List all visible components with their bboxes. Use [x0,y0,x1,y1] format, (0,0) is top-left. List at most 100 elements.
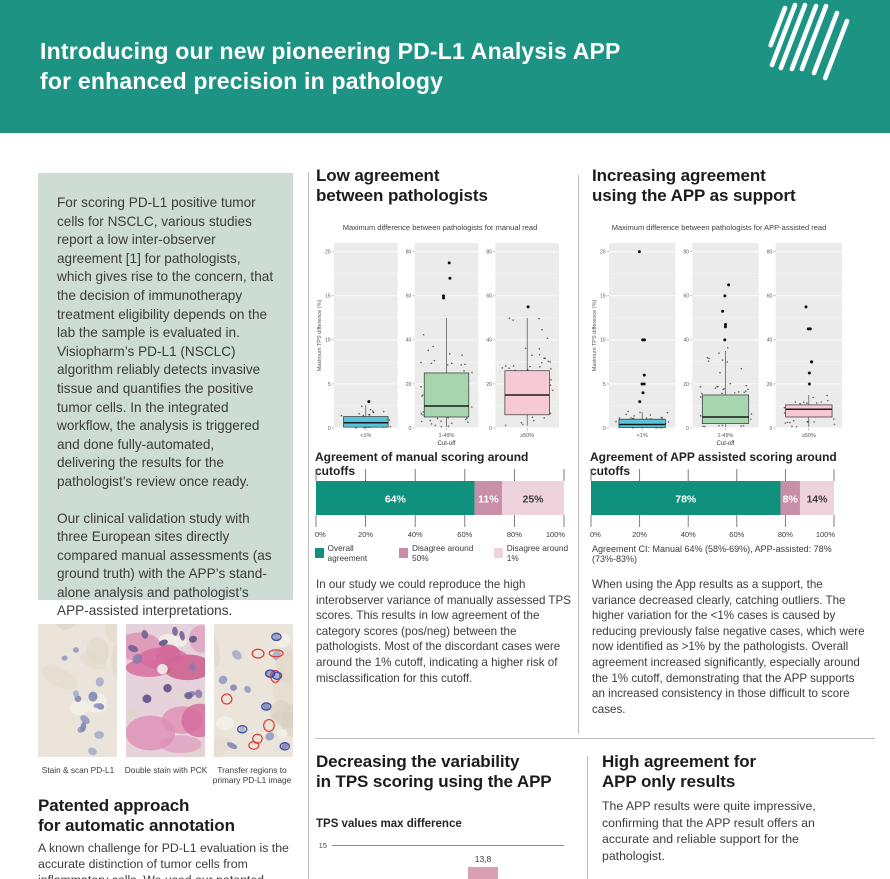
svg-text:80: 80 [767,250,773,256]
svg-text:60%: 60% [729,530,744,539]
svg-text:15: 15 [319,841,327,850]
patented-approach-heading: Patented approach for automatic annotati… [38,796,235,835]
svg-text:40: 40 [486,338,492,344]
svg-text:78%: 78% [675,494,697,506]
svg-text:20%: 20% [632,530,647,539]
svg-text:Cut-off: Cut-off [438,441,456,445]
divider-left-column [308,172,309,879]
svg-text:80%: 80% [507,530,522,539]
thumb-caption-1: Stain & scan PD-L1 [41,765,115,775]
svg-text:0: 0 [489,426,492,432]
tps-chart-title: TPS values max difference [316,818,462,830]
svg-text:40: 40 [767,338,773,344]
svg-text:0: 0 [686,426,689,432]
svg-text:40: 40 [683,338,689,344]
variability-section-heading: Decreasing the variability in TPS scorin… [316,752,552,791]
svg-text:60: 60 [486,294,492,300]
svg-text:Maximum TPS difference (%): Maximum TPS difference (%) [592,300,598,372]
svg-text:60: 60 [406,294,412,300]
svg-text:10: 10 [325,338,331,344]
intro-text: For scoring PD-L1 positive tumor cells f… [57,194,276,621]
svg-text:0: 0 [603,426,606,432]
boxplot-assisted-title: Maximum difference between pathologists … [611,223,827,232]
svg-text:≥50%: ≥50% [520,433,534,439]
thumb-caption-3: Transfer regions to primary PD-L1 image [212,765,292,785]
svg-text:11%: 11% [478,494,499,506]
legend-item-overall: Overall agreement [315,543,385,563]
divider-bottom-right [587,756,588,879]
stackedbar-assisted-chart: 78% 8% 14% 0% 20% 40% 60% 80% 100% [590,466,835,549]
patented-approach-body: A known challenge for PD-L1 evaluation i… [38,841,289,879]
svg-text:10: 10 [600,338,606,344]
manual-section-heading: Low agreement between pathologists [316,166,488,205]
svg-text:60: 60 [683,294,689,300]
legend-item-disagree50: Disagree around 50% [399,543,480,563]
svg-text:0: 0 [408,426,411,432]
svg-text:5: 5 [603,382,606,388]
svg-text:15: 15 [600,294,606,300]
svg-text:≥50%: ≥50% [802,433,816,439]
svg-text:0: 0 [328,426,331,432]
svg-text:20: 20 [406,382,412,388]
boxplot-manual-title: Maximum difference between pathologists … [342,223,538,232]
svg-text:1-49%: 1-49% [439,433,455,439]
svg-text:80: 80 [486,250,492,256]
svg-text:Maximum TPS difference (%): Maximum TPS difference (%) [317,300,323,372]
stackedbar-manual-title: Agreement of manual scoring around cutof… [315,450,529,478]
thumb-caption-2: Double stain with PCK [124,765,208,775]
legend-label-disagree1: Disagree around 1% [506,543,569,563]
histology-thumbnails [0,575,343,802]
svg-text:8%: 8% [783,494,799,506]
svg-text:20: 20 [600,250,606,256]
svg-text:80%: 80% [778,530,793,539]
boxplot-manual-chart: Maximum TPS difference (%) 0 5 10 15 20 <1% 0 20… [315,238,565,450]
stackedbar-legend: Overall agreement Disagree around 50% Di… [315,543,571,563]
stackedbar-manual-chart: 64% 11% 25% 0% 20% 40% 60% 80% 100% [315,466,565,549]
svg-text:20: 20 [767,382,773,388]
svg-text:80: 80 [406,250,412,256]
stackedbar-assisted-title: Agreement of APP assisted scoring around… [590,450,837,478]
manual-section-body: In our study we could reproduce the high… [316,578,571,685]
histology-pck-thumb [43,597,343,802]
svg-text:5: 5 [328,382,331,388]
divider-bottom-sections [315,738,875,739]
svg-text:<1%: <1% [637,433,648,439]
apponly-section-body: The APP results were quite impressive, c… [602,799,816,863]
tps-bar-chart: 15 13,8 [316,838,566,879]
svg-text:40%: 40% [681,530,696,539]
svg-text:<1%: <1% [360,433,371,439]
apponly-section-heading: High agreement for APP only results [602,752,757,791]
boxplot-assisted-chart: Maximum TPS difference (%) 0 5 10 15 20 <1% 0 20… [590,238,848,450]
header-banner: Introducing our new pioneering PD-L1 Ana… [0,0,890,133]
intro-paragraph-2: Our clinical validation study with three… [57,510,272,619]
svg-text:20: 20 [683,382,689,388]
svg-text:25%: 25% [522,494,544,506]
svg-text:0%: 0% [315,530,326,539]
svg-text:13,8: 13,8 [475,854,492,864]
histology-ihc-thumb [0,604,167,757]
legend-label-disagree50: Disagree around 50% [411,543,474,563]
assisted-section-heading: Increasing agreement using the APP as su… [592,166,796,205]
histology-annotated-thumb [190,575,318,769]
svg-text:100%: 100% [546,530,565,539]
svg-text:20: 20 [486,382,492,388]
intro-text-box: For scoring PD-L1 positive tumor cells f… [38,173,293,618]
svg-text:Cut-off: Cut-off [717,441,735,445]
svg-text:60%: 60% [457,530,472,539]
svg-text:20%: 20% [358,530,373,539]
intro-paragraph-1: For scoring PD-L1 positive tumor cells f… [57,195,274,489]
assisted-section-body: When using the App results as a support,… [592,578,865,716]
legend-swatch-disagree1-icon [494,548,503,558]
legend-swatch-overall-icon [315,548,324,558]
svg-text:60: 60 [767,294,773,300]
svg-text:40%: 40% [408,530,423,539]
svg-text:100%: 100% [816,530,835,539]
svg-text:14%: 14% [806,494,828,506]
page-title: Introducing our new pioneering PD-L1 Ana… [40,38,621,94]
svg-text:64%: 64% [385,494,407,506]
svg-text:40: 40 [406,338,412,344]
divider-mid-column [578,175,579,734]
svg-text:1-49%: 1-49% [718,433,734,439]
agreement-ci-note: Agreement CI: Manual 64% (58%-69%), APP-… [592,544,832,564]
